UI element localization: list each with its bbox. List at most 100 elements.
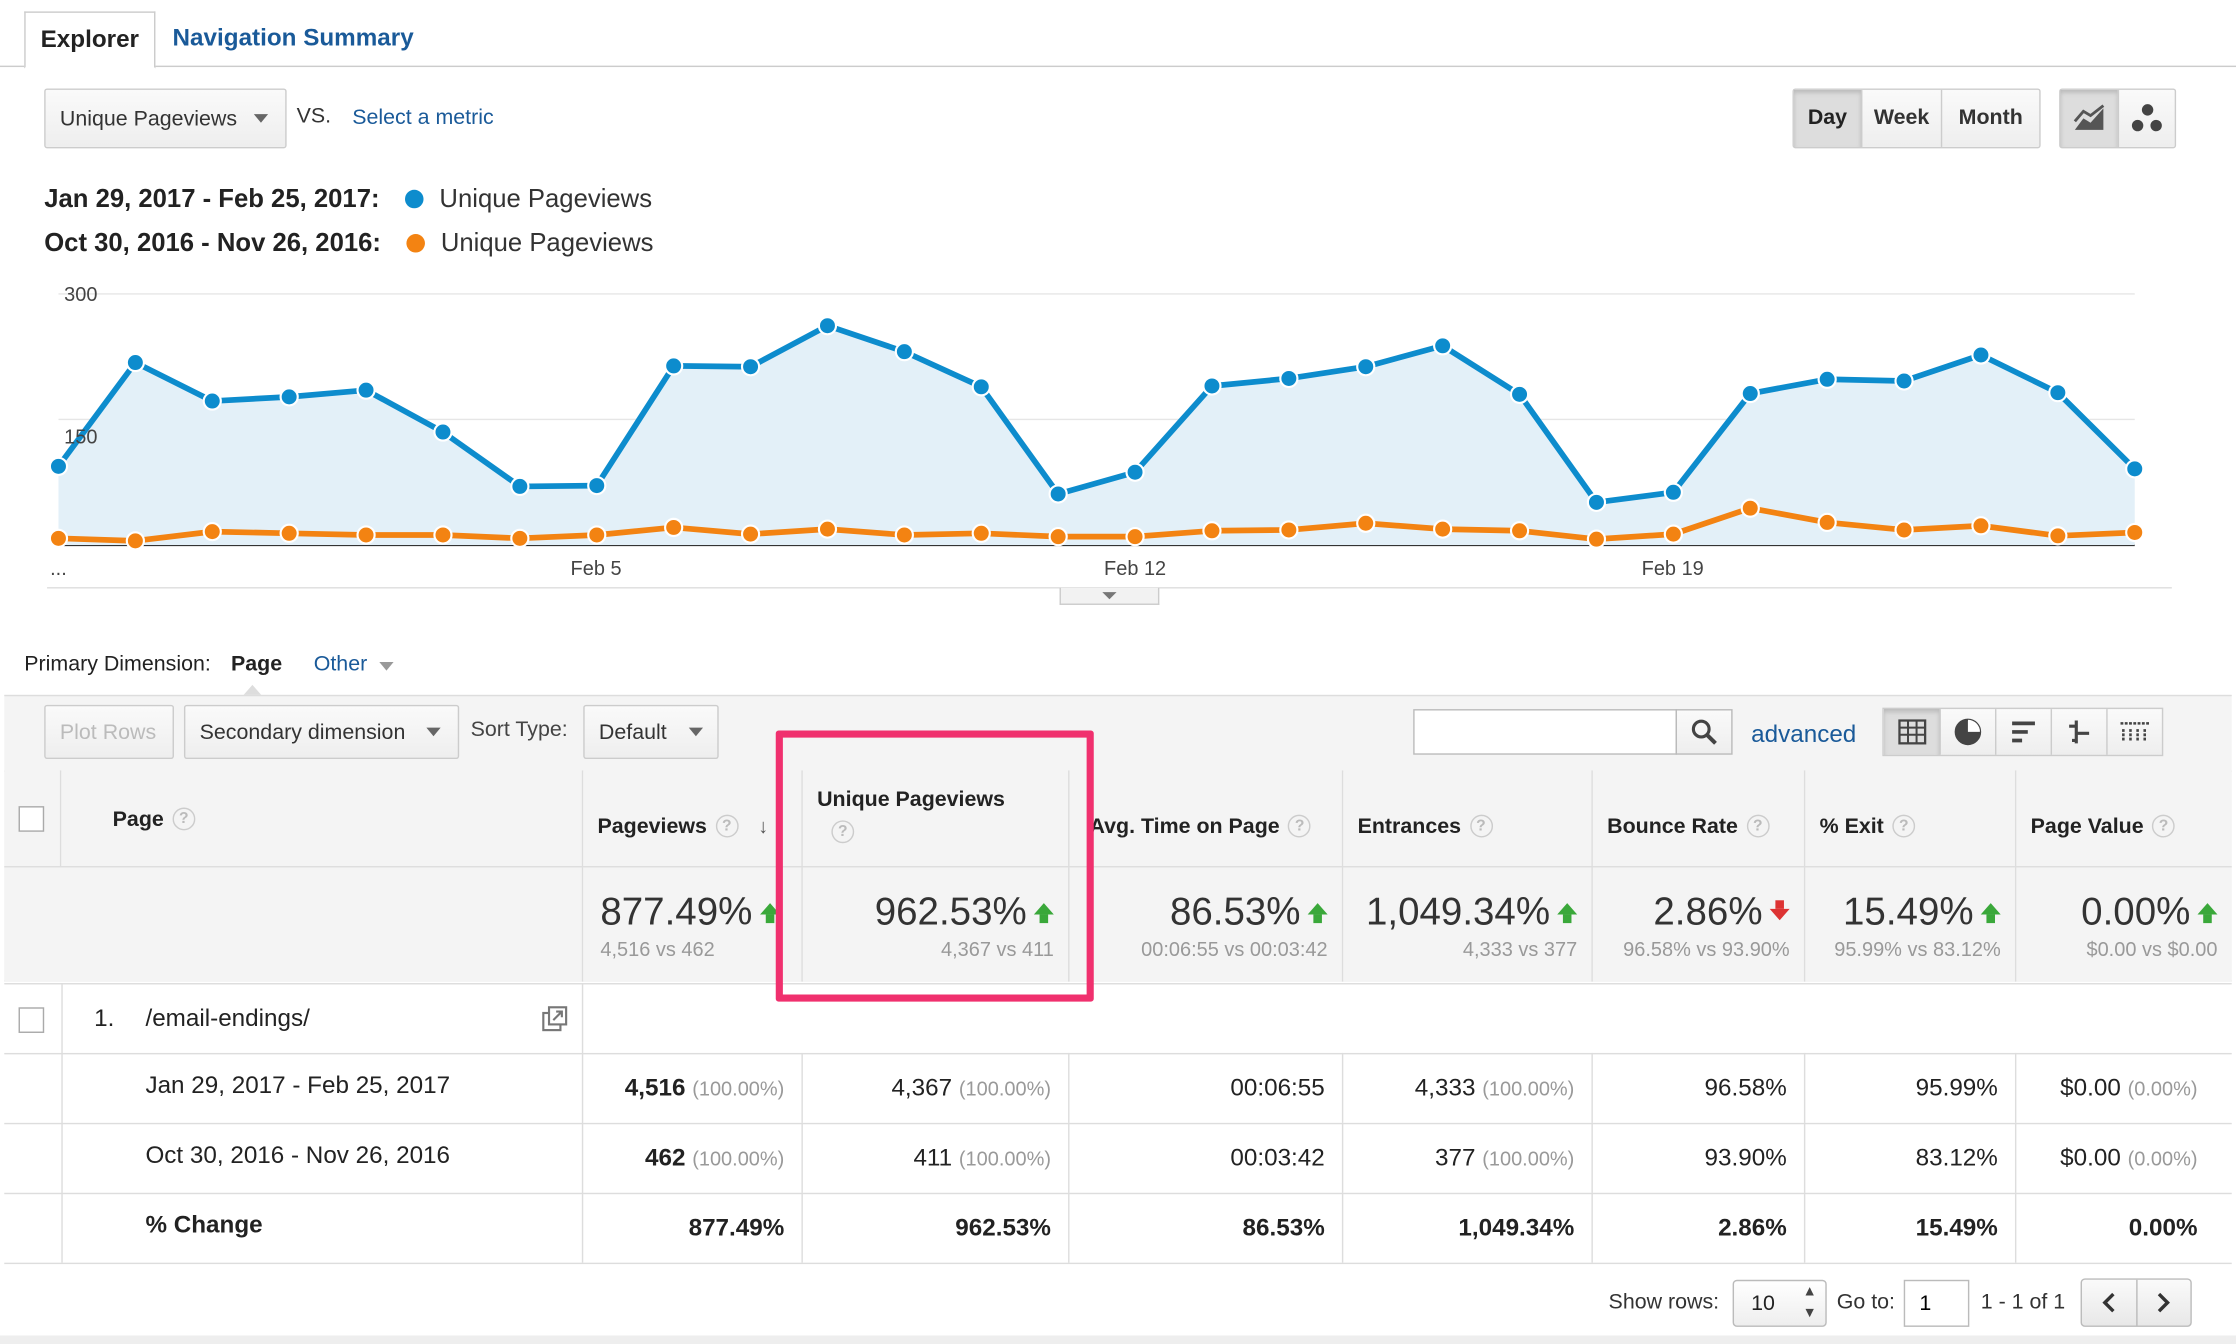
data-point[interactable]	[1817, 369, 1837, 389]
tab-navigation-summary[interactable]: Navigation Summary	[172, 24, 414, 52]
data-point[interactable]	[1202, 376, 1222, 396]
metric-dropdown[interactable]: Unique Pageviews	[44, 88, 287, 149]
data-point[interactable]	[587, 475, 607, 496]
data-point[interactable]	[894, 525, 914, 545]
col-page-value[interactable]: Page Value?	[2016, 770, 2232, 868]
data-point[interactable]	[125, 531, 145, 551]
data-point[interactable]	[1048, 484, 1068, 504]
show-rows-select[interactable]: 10 ▲ ▼	[1732, 1279, 1827, 1327]
data-point[interactable]	[1356, 357, 1376, 377]
data-point[interactable]	[587, 525, 607, 545]
data-point[interactable]	[2048, 526, 2068, 546]
performance-view-button[interactable]	[1996, 709, 2053, 755]
data-point[interactable]	[510, 476, 530, 497]
col-exit[interactable]: % Exit?	[1805, 770, 2017, 868]
plot-rows-button[interactable]: Plot Rows	[44, 704, 174, 760]
col-page[interactable]: Page?	[61, 770, 584, 868]
help-icon[interactable]: ?	[2152, 814, 2175, 838]
data-point[interactable]	[2125, 522, 2145, 543]
prev-page-button[interactable]	[2082, 1279, 2137, 1326]
data-point[interactable]	[971, 523, 991, 543]
day-button[interactable]: Day	[1793, 89, 1863, 147]
open-link-icon[interactable]	[542, 1006, 568, 1039]
primary-dimension-other[interactable]: Other	[314, 652, 394, 676]
data-point[interactable]	[202, 521, 222, 542]
col-entrances[interactable]: Entrances?	[1343, 770, 1593, 868]
data-point[interactable]	[202, 391, 222, 411]
data-point[interactable]	[1740, 498, 1760, 518]
col-avg-time[interactable]: Avg. Time on Page?	[1069, 770, 1344, 868]
data-point[interactable]	[433, 422, 453, 442]
goto-input[interactable]	[1903, 1279, 1970, 1327]
line-chart-button[interactable]	[2060, 89, 2120, 147]
data-point[interactable]	[48, 456, 69, 476]
sort-type-dropdown[interactable]: Default	[583, 704, 719, 760]
data-point[interactable]	[279, 387, 299, 407]
data-point[interactable]	[1971, 345, 1991, 365]
data-point[interactable]	[2125, 459, 2145, 479]
data-point[interactable]	[1663, 482, 1683, 502]
data-point[interactable]	[1971, 516, 1991, 536]
data-point[interactable]	[1279, 368, 1299, 389]
table-view-button[interactable]	[1883, 709, 1941, 755]
data-point[interactable]	[1509, 521, 1530, 541]
data-point[interactable]	[48, 528, 69, 548]
data-point[interactable]	[1125, 527, 1145, 547]
table-search-input[interactable]	[1413, 709, 1677, 755]
col-pageviews[interactable]: Pageviews? ↓	[583, 770, 803, 868]
data-point[interactable]	[510, 528, 530, 548]
next-page-button[interactable]	[2137, 1280, 2190, 1326]
comparison-view-button[interactable]	[2052, 709, 2108, 755]
search-button[interactable]	[1675, 709, 1733, 755]
primary-dimension-page[interactable]: Page	[231, 652, 283, 677]
data-point[interactable]	[1509, 384, 1530, 404]
col-unique-pageviews[interactable]: Unique Pageviews ?	[802, 770, 1070, 868]
help-icon[interactable]: ?	[1746, 814, 1770, 838]
data-point[interactable]	[664, 356, 684, 376]
select-all-checkbox[interactable]	[18, 806, 45, 832]
help-icon[interactable]: ?	[1892, 814, 1916, 838]
help-icon[interactable]: ?	[715, 814, 739, 838]
motion-chart-button[interactable]	[2119, 90, 2175, 147]
data-point[interactable]	[1356, 513, 1376, 533]
secondary-dimension-dropdown[interactable]: Secondary dimension	[183, 704, 460, 760]
advanced-link[interactable]: advanced	[1751, 720, 1857, 748]
data-point[interactable]	[1202, 521, 1222, 541]
help-icon[interactable]: ?	[172, 807, 196, 831]
data-point[interactable]	[1586, 529, 1607, 549]
data-point[interactable]	[125, 352, 145, 373]
data-point[interactable]	[1433, 336, 1453, 356]
data-point[interactable]	[894, 342, 914, 362]
help-icon[interactable]: ?	[831, 820, 855, 844]
data-point[interactable]	[279, 523, 299, 543]
pivot-view-button[interactable]	[2108, 709, 2162, 755]
data-point[interactable]	[1048, 527, 1068, 547]
help-icon[interactable]: ?	[1469, 814, 1493, 838]
data-point[interactable]	[1894, 371, 1914, 391]
data-point[interactable]	[817, 316, 838, 336]
help-icon[interactable]: ?	[1288, 814, 1312, 838]
month-button[interactable]: Month	[1958, 105, 2023, 130]
data-point[interactable]	[740, 524, 761, 544]
data-point[interactable]	[1663, 524, 1683, 544]
data-point[interactable]	[1817, 512, 1837, 533]
week-button[interactable]: Week	[1862, 89, 1943, 147]
chart-collapse-handle[interactable]	[1059, 587, 1160, 605]
data-point[interactable]	[817, 519, 838, 539]
data-point[interactable]	[356, 525, 376, 545]
data-point[interactable]	[740, 357, 761, 377]
data-point[interactable]	[971, 377, 991, 397]
tab-explorer[interactable]: Explorer	[24, 11, 156, 69]
data-point[interactable]	[1279, 520, 1299, 540]
data-point[interactable]	[433, 525, 453, 545]
data-point[interactable]	[2048, 383, 2068, 403]
data-point[interactable]	[1433, 519, 1453, 539]
data-point[interactable]	[356, 380, 376, 400]
select-metric-link[interactable]: Select a metric	[352, 105, 494, 130]
col-bounce-rate[interactable]: Bounce Rate?	[1592, 770, 1806, 868]
data-point[interactable]	[664, 517, 684, 538]
row-page-link[interactable]: /email-endings/	[145, 1004, 310, 1032]
pie-view-button[interactable]	[1941, 709, 1997, 755]
data-point[interactable]	[1125, 462, 1145, 482]
data-point[interactable]	[1894, 520, 1914, 540]
